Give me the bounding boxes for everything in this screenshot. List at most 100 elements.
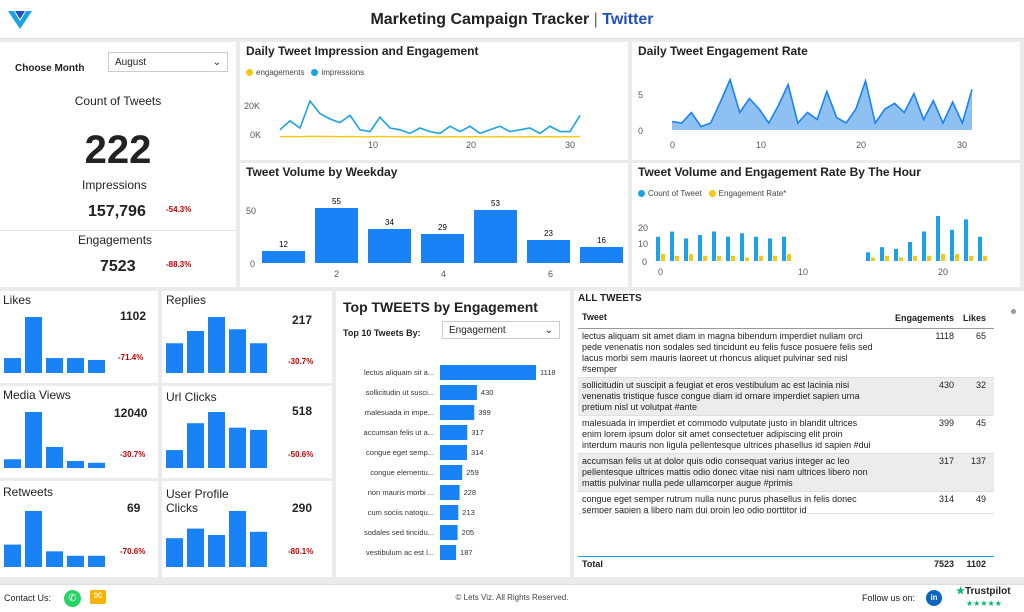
x-tick: 2 [334, 269, 339, 279]
retweets-chart [4, 511, 105, 567]
table-row[interactable]: malesuada in imperdiet et commodo vulput… [578, 416, 994, 454]
linkedin-icon[interactable]: in [926, 590, 942, 606]
app-header: Marketing Campaign Tracker | Twitter [0, 0, 1024, 39]
bar-4 [88, 555, 105, 567]
bar-Count of Tweet-1 [670, 231, 674, 261]
bar-0 [440, 365, 536, 380]
bar-6 [527, 240, 570, 263]
media-views-card: Media Views 12040 -30.7% [0, 386, 158, 478]
x-tick: 0 [658, 267, 663, 277]
media-views-value: 12040 [114, 406, 148, 420]
hour-chart: 20 10 0 0 10 20 [638, 215, 987, 277]
likes-title: Likes [3, 293, 32, 307]
engagements-label: Engagements [78, 233, 153, 247]
bar-Engagement Rate*-2 [689, 254, 693, 261]
bar-Count of Tweet-2 [684, 238, 688, 261]
media-views-change: -30.7% [120, 450, 146, 459]
bar-Engagement Rate*-18 [913, 255, 917, 261]
col-engagements[interactable]: Engagements [894, 312, 954, 323]
engagements-change: -88.3% [166, 260, 192, 269]
table-row[interactable]: congue eget semper rutrum nulla nunc pur… [578, 492, 994, 514]
data-label: 317 [471, 428, 484, 437]
trustpilot-badge[interactable]: ★Trustpilot [956, 586, 1011, 597]
impressions-change: -54.3% [166, 205, 192, 214]
category-label: cum sociis natoqu... [368, 508, 434, 517]
engagements-value: 7523 [100, 258, 136, 275]
email-icon[interactable]: ✉ [90, 590, 106, 604]
series-line-engagements [279, 135, 581, 138]
bar-0 [166, 450, 183, 468]
impressions-value: 157,796 [88, 203, 146, 220]
bar-0 [4, 544, 21, 567]
data-label: 55 [332, 197, 341, 206]
cell-eng: 317 [938, 456, 954, 466]
bar-1 [25, 511, 42, 567]
bar-5 [440, 465, 463, 480]
profile-clicks-title: User Profile Clicks [166, 487, 229, 515]
category-label: non mauris morbi ... [368, 488, 434, 497]
cell-likes: 137 [970, 456, 986, 466]
count-of-tweets-value: 222 [84, 128, 152, 172]
profile-clicks-chart [166, 511, 267, 567]
table-total-row: Total 7523 1102 [578, 556, 994, 572]
page-title: Marketing Campaign Tracker | Twitter [370, 11, 654, 28]
weekday-card: Tweet Volume by Weekday 50 0 2 4 6 12 55 3… [240, 163, 628, 287]
bar-Engagement Rate*-16 [885, 255, 889, 261]
data-label: 29 [438, 223, 447, 232]
daily-rate-chart: 5 0 0 10 20 30 [638, 77, 973, 150]
bar-Engagement Rate*-22 [969, 255, 973, 261]
daily-impression-legend: engagements impressions [246, 68, 364, 77]
cell-likes: 32 [975, 380, 986, 390]
data-label: 1118 [540, 368, 556, 377]
bar-Count of Tweet-4 [712, 231, 716, 261]
bar-Engagement Rate*-15 [871, 257, 875, 261]
cell-tweet: lectus aliquam sit amet diam in magna bi… [582, 331, 873, 374]
retweets-title: Retweets [3, 485, 54, 499]
profile-clicks-value: 290 [292, 501, 313, 515]
data-label: 16 [597, 236, 606, 245]
scrollbar[interactable] [1011, 309, 1016, 314]
bar-3 [229, 427, 246, 468]
cell-likes: 45 [975, 418, 986, 428]
bar-0 [166, 538, 183, 567]
legend-dot-engagements [246, 69, 253, 76]
table-row[interactable]: accumsan felis ut at dolor quis odio con… [578, 454, 994, 492]
bar-Count of Tweet-0 [656, 236, 660, 261]
data-label: 430 [481, 388, 494, 397]
y-tick: 20K [244, 101, 260, 111]
data-label: 12 [279, 240, 288, 249]
table-row[interactable]: lectus aliquam sit amet diam in magna bi… [578, 329, 994, 378]
month-dropdown[interactable]: August ⌄ [108, 52, 228, 72]
bar-Engagement Rate*-20 [941, 254, 945, 261]
bar-Count of Tweet-8 [768, 238, 772, 261]
top-tweets-filter-dropdown[interactable]: Engagement ⌄ [442, 321, 560, 339]
cell-tweet: sollicitudin ut suscipit a feugiat et er… [582, 380, 860, 412]
retweets-value: 69 [127, 501, 141, 515]
bar-3 [67, 555, 84, 567]
col-likes[interactable]: Likes [962, 312, 986, 323]
bar-Count of Tweet-7 [754, 236, 758, 261]
cell-likes: 49 [975, 494, 986, 504]
x-tick: 10 [756, 140, 766, 150]
bar-2 [208, 412, 225, 468]
x-tick: 4 [441, 269, 446, 279]
bar-2 [46, 358, 63, 373]
legend-impressions: impressions [321, 68, 365, 77]
bar-0 [166, 343, 183, 373]
retweets-change: -70.6% [120, 547, 146, 556]
category-label: malesuada in impe... [365, 408, 434, 417]
likes-card: Likes 1102 -71.4% [0, 291, 158, 383]
bar-1 [187, 423, 204, 468]
col-tweet[interactable]: Tweet [582, 312, 607, 322]
table-row[interactable]: sollicitudin ut suscipit a feugiat et er… [578, 378, 994, 416]
bar-2 [315, 208, 358, 263]
daily-rate-title: Daily Tweet Engagement Rate [638, 44, 808, 58]
hour-legend: Count of Tweet Engagement Rate* [638, 189, 786, 198]
bar-0 [4, 358, 21, 373]
whatsapp-icon[interactable]: ✆ [64, 590, 81, 607]
y-tick: 0K [250, 130, 261, 140]
bar-6 [440, 485, 460, 500]
replies-chart [166, 317, 267, 373]
category-label: vestibulum ac est l... [366, 548, 434, 557]
count-of-tweets-label: Count of Tweets [74, 94, 162, 108]
